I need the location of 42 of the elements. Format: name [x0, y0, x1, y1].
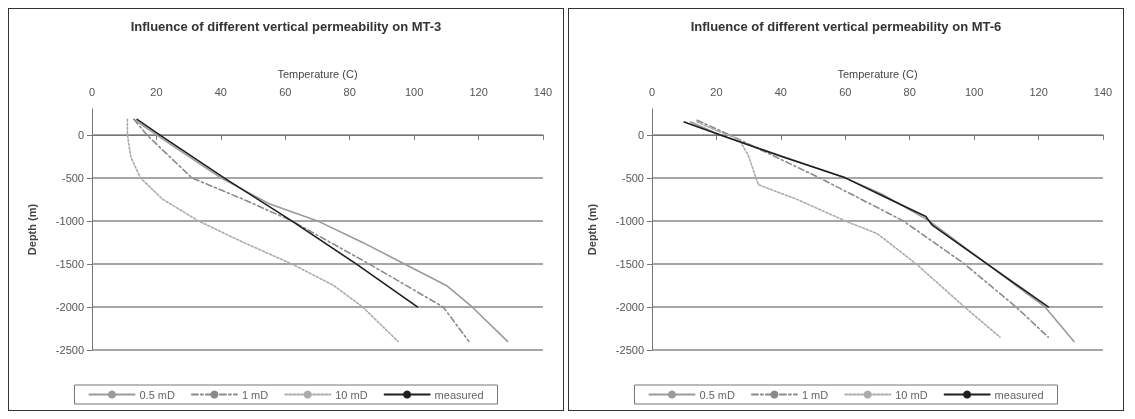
x-tick-label: 120 — [1029, 85, 1048, 98]
legend-label: 1 mD — [241, 388, 269, 401]
y-tick-label: 0 — [77, 128, 84, 141]
legend-label: measured — [434, 388, 484, 401]
y-axis-title: Depth (m) — [585, 203, 598, 256]
x-tick-label: 40 — [774, 85, 787, 98]
y-tick-label: -2000 — [615, 300, 644, 313]
y-tick-label: -2000 — [55, 300, 84, 313]
y-tick-label: -2500 — [55, 344, 84, 356]
x-tick-label: 100 — [404, 85, 424, 98]
x-tick-label: 20 — [710, 85, 723, 98]
legend-label: 1 mD — [801, 388, 829, 401]
x-tick-label: 120 — [469, 85, 488, 98]
chart-title: Influence of different vertical permeability on MT-3 — [130, 19, 442, 34]
x-tick-label: 140 — [1093, 85, 1113, 98]
legend-label: 10 mD — [895, 388, 928, 401]
y-tick-label: -2500 — [615, 344, 644, 356]
legend-label: measured — [994, 388, 1044, 401]
x-tick-label: 60 — [839, 85, 852, 98]
y-tick-label: -1000 — [55, 214, 84, 227]
x-tick-label: 60 — [279, 85, 292, 98]
x-tick-label: 0 — [88, 85, 96, 98]
legend-label: 10 mD — [335, 388, 368, 401]
x-tick-label: 80 — [343, 85, 356, 98]
x-tick-label: 0 — [648, 85, 656, 98]
y-axis-title: Depth (m) — [25, 203, 38, 256]
x-tick-label: 100 — [964, 85, 984, 98]
x-tick-label: 80 — [903, 85, 916, 98]
x-tick-label: 40 — [214, 85, 227, 98]
y-tick-label: -500 — [61, 171, 84, 184]
legend-label: 0.5 mD — [699, 388, 735, 401]
y-tick-label: 0 — [637, 128, 644, 141]
chart-title: Influence of different vertical permeability on MT-6 — [690, 19, 1002, 34]
y-tick-label: -1500 — [615, 257, 644, 270]
y-tick-label: -1500 — [55, 257, 84, 270]
y-tick-label: -500 — [621, 171, 644, 184]
x-tick-label: 140 — [533, 85, 553, 98]
x-axis-title: Temperature (C) — [837, 67, 918, 80]
x-tick-label: 20 — [150, 85, 163, 98]
x-axis-title: Temperature (C) — [277, 67, 358, 80]
y-tick-label: -1000 — [615, 214, 644, 227]
legend-label: 0.5 mD — [139, 388, 175, 401]
